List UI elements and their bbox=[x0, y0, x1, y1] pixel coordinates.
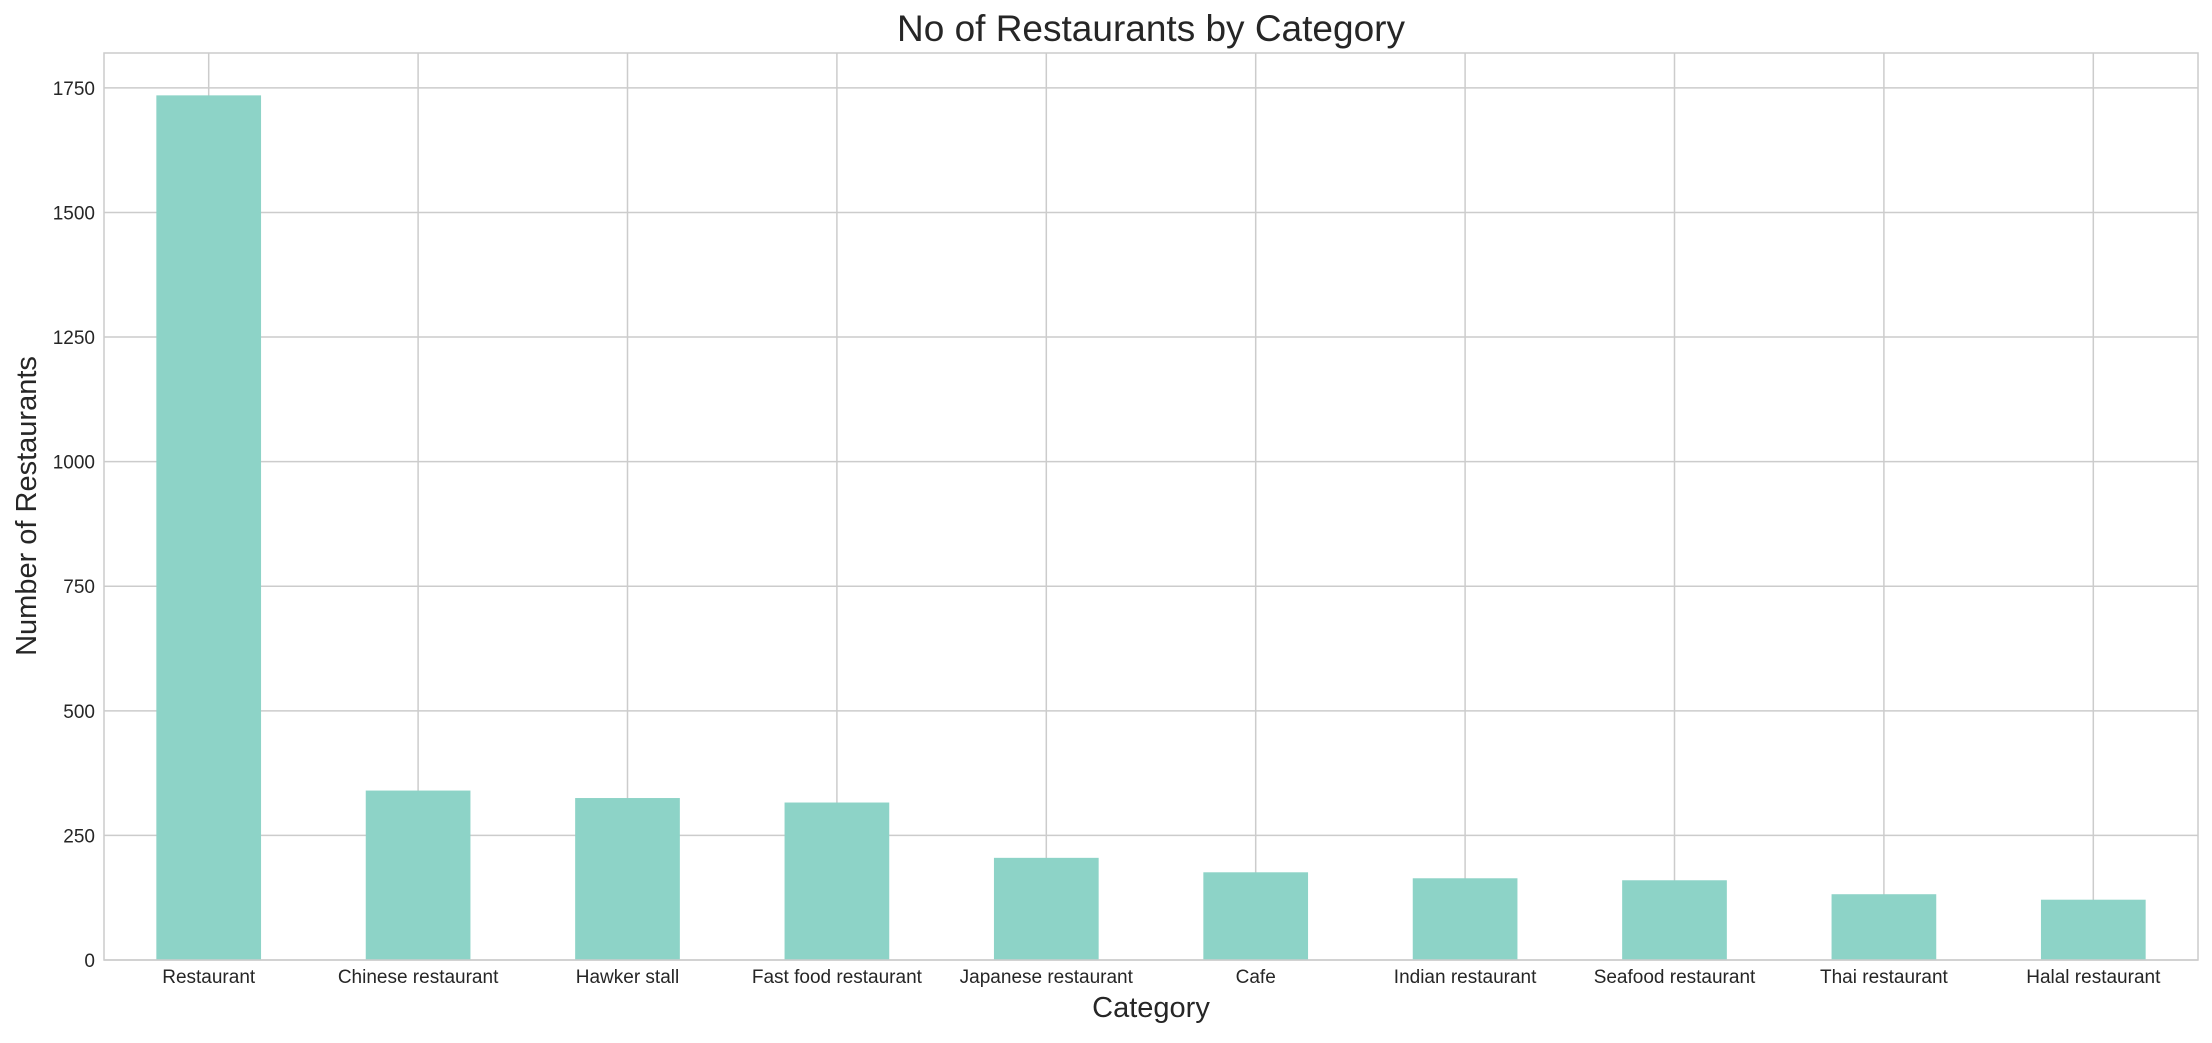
y-tick-label: 0 bbox=[84, 951, 95, 972]
bars bbox=[156, 95, 2146, 961]
bar bbox=[365, 790, 471, 960]
x-axis-label: Category bbox=[1092, 992, 1210, 1024]
y-tick-labels: 0 250 500 750 1000 1250 1500 1750 bbox=[53, 79, 95, 972]
y-axis-label: Number of Restaurants bbox=[11, 356, 43, 656]
x-tick-label: Indian restaurant bbox=[1394, 967, 1537, 988]
bar bbox=[993, 857, 1099, 960]
bar bbox=[156, 95, 262, 961]
y-tick-label: 1250 bbox=[53, 328, 95, 349]
y-tick-label: 1500 bbox=[53, 203, 95, 224]
bar bbox=[784, 802, 890, 960]
x-tick-label: Hawker stall bbox=[576, 967, 679, 988]
x-tick-label: Chinese restaurant bbox=[338, 967, 499, 988]
y-tick-label: 750 bbox=[63, 577, 95, 598]
y-tick-label: 1750 bbox=[53, 79, 95, 100]
x-tick-label: Fast food restaurant bbox=[752, 967, 923, 988]
bar bbox=[1831, 894, 1937, 960]
bar bbox=[575, 798, 680, 960]
y-tick-label: 250 bbox=[63, 826, 95, 847]
x-tick-label: Thai restaurant bbox=[1820, 967, 1949, 988]
x-tick-label: Japanese restaurant bbox=[960, 967, 1134, 988]
x-tick-label: Cafe bbox=[1236, 967, 1276, 988]
bar bbox=[1203, 872, 1309, 960]
x-tick-label: Restaurant bbox=[162, 967, 256, 988]
chart-title: No of Restaurants by Category bbox=[897, 8, 1405, 49]
x-tick-labels: Restaurant Chinese restaurant Hawker stall… bbox=[162, 967, 2161, 988]
bar bbox=[1412, 878, 1518, 960]
x-tick-label: Seafood restaurant bbox=[1594, 967, 1756, 988]
plot-frame bbox=[103, 52, 2199, 961]
bar bbox=[1622, 880, 1727, 960]
bar bbox=[2040, 899, 2146, 960]
y-tick-label: 1000 bbox=[53, 453, 95, 474]
x-tick-label: Halal restaurant bbox=[2026, 967, 2161, 988]
grid-lines bbox=[104, 53, 2198, 961]
y-tick-label: 500 bbox=[63, 702, 95, 723]
